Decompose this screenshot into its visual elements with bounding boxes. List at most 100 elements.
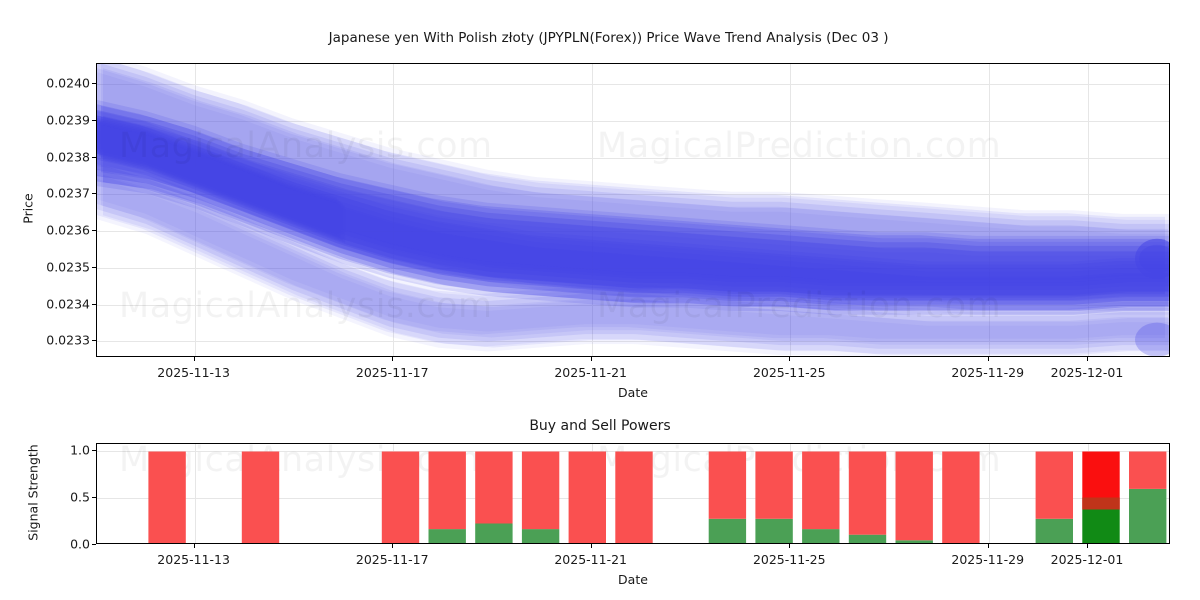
price-gridline	[97, 231, 1169, 233]
sell-power-bar-segment	[848, 451, 887, 535]
price-xtick-mark	[392, 357, 394, 361]
sell-power-bar-segment	[241, 451, 280, 543]
signal-xtick-label: 2025-11-29	[951, 552, 1025, 567]
band-lower-band	[97, 163, 1165, 342]
price-gridline	[97, 267, 1169, 269]
price-ytick-mark	[92, 193, 96, 195]
price-xtick-label: 2025-11-13	[157, 365, 230, 380]
band-mid-dark-thread	[97, 131, 1169, 300]
price-gridline	[97, 157, 1169, 159]
signal-xtick-mark	[590, 544, 592, 548]
sell-power-bar-segment	[1035, 451, 1073, 519]
band-core-band	[101, 105, 1169, 301]
price-xtick-mark	[1086, 357, 1088, 361]
band-lower-band	[101, 164, 1169, 345]
buy-power-bar-segment	[802, 529, 840, 543]
price-ytick-label: 0.0237	[46, 185, 90, 201]
buy-sell-powers-title: Buy and Sell Powers	[529, 418, 671, 434]
band-mid-dark-thread	[101, 117, 1169, 286]
signal-ytick-mark	[92, 450, 96, 452]
sell-power-bar-segment	[381, 451, 420, 543]
sell-power-bar-segment	[428, 451, 466, 530]
price-ytick-label: 0.0235	[46, 259, 90, 275]
buy-power-bar-segment	[895, 540, 933, 543]
sell-power-bar-segment	[755, 451, 793, 519]
band-lower-band	[97, 178, 1169, 356]
price-axis-label: Price	[20, 193, 36, 224]
price-gridline	[97, 341, 1169, 343]
price-gridline	[97, 304, 1169, 306]
signal-xtick-label: 2025-11-13	[157, 552, 230, 567]
band-outer-band-upper	[101, 64, 1169, 301]
date-gridline	[988, 64, 990, 356]
band-mid-dark-thread	[97, 115, 1165, 283]
price-ytick-mark	[92, 340, 96, 342]
band-core-band	[97, 109, 1169, 305]
signal-ytick-mark	[92, 497, 96, 499]
band-lower-band	[97, 168, 1169, 349]
signal-xtick-label: 2025-11-17	[355, 552, 429, 567]
signal-ytick-label: 1.0	[70, 442, 90, 458]
buy-power-bar-segment	[755, 518, 793, 543]
signal-ytick-label: 0.5	[70, 489, 90, 505]
price-gridline	[97, 120, 1169, 122]
price-ytick-mark	[92, 266, 96, 268]
band-cap-upper	[1135, 238, 1169, 279]
sell-power-bar-segment	[802, 451, 840, 530]
band-lower-band	[97, 158, 1169, 339]
date-gridline	[194, 64, 196, 356]
sell-power-bar-segment	[475, 451, 513, 524]
signal-xtick-label: 2025-11-25	[752, 552, 826, 567]
sell-power-bar-segment	[615, 451, 653, 543]
buy-power-bar-segment	[1082, 509, 1120, 543]
band-core-band	[97, 99, 1169, 295]
band-cap-lower	[1135, 322, 1169, 356]
price-ytick-mark	[92, 303, 96, 305]
signal-xtick-label: 2025-12-01	[1050, 552, 1124, 567]
date-axis-label-main: Date	[618, 385, 648, 400]
price-ytick-mark	[92, 156, 96, 158]
buy-power-bar-segment	[428, 529, 466, 543]
price-ytick-mark	[92, 230, 96, 232]
date-axis-label-power: Date	[618, 572, 648, 587]
buy-power-bar-segment	[521, 529, 560, 543]
signal-xtick-mark	[789, 544, 791, 548]
band-core-band	[97, 115, 1168, 310]
band-lower-band	[103, 174, 1169, 355]
price-xtick-label: 2025-11-17	[355, 365, 429, 380]
price-wave-bands	[97, 64, 1169, 356]
signal-xtick-mark	[987, 544, 989, 548]
buy-power-bar-segment	[1129, 488, 1167, 543]
signal-xtick-mark	[1086, 544, 1088, 548]
signal-xtick-label: 2025-11-21	[554, 552, 627, 567]
band-outer-band-upper	[103, 68, 1169, 311]
signal-date-gridline	[194, 444, 196, 543]
band-core-band	[103, 115, 1169, 311]
price-xtick-mark	[590, 357, 592, 361]
band-outer-band-upper	[97, 64, 1165, 298]
band-core-band	[97, 119, 1169, 315]
sell-power-bar-segment	[942, 451, 980, 543]
price-xtick-label: 2025-11-29	[951, 365, 1025, 380]
sell-power-bar-segment	[1129, 451, 1167, 489]
price-ytick-mark	[92, 119, 96, 121]
price-gridline	[97, 84, 1169, 86]
band-mid-dark-thread	[103, 127, 1169, 296]
band-head-accent	[101, 125, 346, 243]
band-head-accent	[99, 123, 344, 241]
band-outer-band-upper	[97, 72, 1169, 315]
band-cap-upper-inner	[1139, 244, 1169, 273]
buy-power-bar-segment	[475, 523, 513, 543]
buy-power-bar-segment	[848, 534, 887, 543]
signal-ytick-label: 0.0	[70, 536, 90, 552]
price-wave-chart-axes: MagicalAnalysis.comMagicalPrediction.com…	[96, 63, 1170, 357]
price-ytick-label: 0.0238	[46, 149, 90, 165]
price-ytick-label: 0.0236	[46, 222, 90, 238]
price-xtick-mark	[789, 357, 791, 361]
price-xtick-mark	[193, 357, 195, 361]
signal-xtick-mark	[193, 544, 195, 548]
price-ytick-label: 0.0234	[46, 296, 90, 312]
band-mid-dark-thread	[97, 111, 1169, 280]
band-head-accent	[97, 121, 342, 239]
